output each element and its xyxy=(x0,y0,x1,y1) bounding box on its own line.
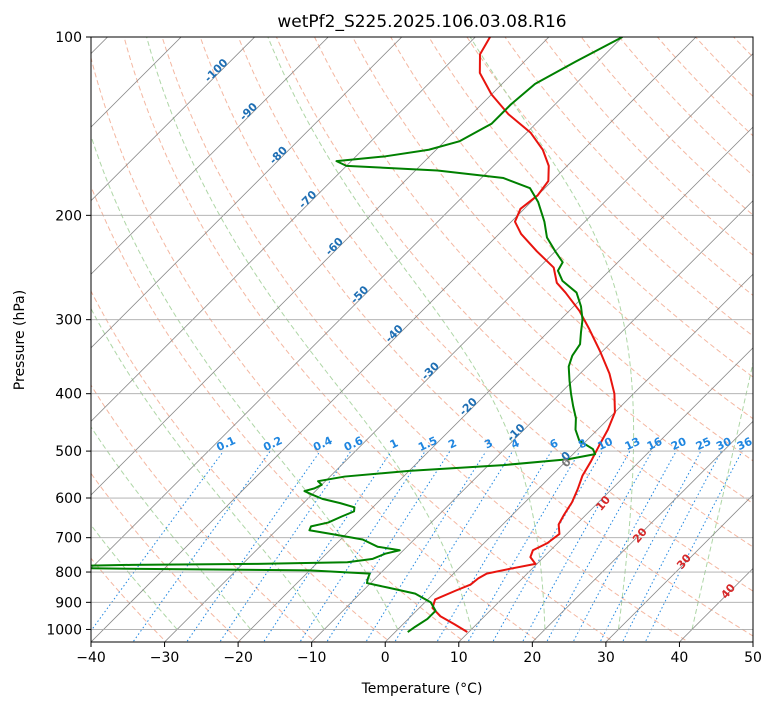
mixing-ratio-line xyxy=(572,450,677,642)
x-tick-label: −20 xyxy=(223,650,253,666)
isotherm-line xyxy=(91,37,697,642)
dry-adiabat-line xyxy=(91,55,540,642)
mixing-ratio-line xyxy=(132,450,271,642)
y-tick-label: 600 xyxy=(55,491,82,507)
moist-adiabat-line xyxy=(91,307,325,630)
x-tick-label: −30 xyxy=(150,650,180,666)
isotherm-line xyxy=(605,494,753,642)
x-tick-label: 20 xyxy=(523,650,541,666)
series-temperature-line xyxy=(431,37,616,633)
mixing-ratio-line xyxy=(599,450,702,642)
dry-adiabat-line xyxy=(237,37,753,592)
dry-adiabat-line xyxy=(428,37,753,378)
x-tick-label: 10 xyxy=(450,650,468,666)
moist-adiabat-line xyxy=(691,360,753,630)
mixing-ratio-line xyxy=(467,450,581,642)
mixing-ratio-line xyxy=(365,450,487,642)
isotherm-line xyxy=(91,37,624,570)
mixing-ratio-label: 30 xyxy=(714,435,734,453)
mixing-ratio-line xyxy=(621,450,722,642)
y-tick-label: 700 xyxy=(55,531,82,547)
moist-adiabat-line xyxy=(91,134,399,630)
y-tick-label: 100 xyxy=(55,30,82,46)
isobars xyxy=(91,37,753,630)
mixing-ratio-line xyxy=(262,450,392,642)
mixing-ratio-label: 36 xyxy=(735,435,755,453)
plot-area: -100-90-80-70-60-50-40-30-20-1000.1 0.2 0.… xyxy=(91,37,755,642)
isotherm-line xyxy=(91,37,476,422)
dry-adiabat-line xyxy=(91,384,317,642)
y-tick-label: 900 xyxy=(55,595,82,611)
mixing-ratio-line xyxy=(326,450,451,642)
dry-adiabat-line xyxy=(313,37,753,505)
dry-adiabat-line xyxy=(199,37,753,637)
plot-frame xyxy=(90,36,754,643)
isotherms xyxy=(91,37,753,642)
mixing-ratio-line xyxy=(299,450,426,642)
y-tick-label: 200 xyxy=(55,208,82,224)
mixing-ratio-lines xyxy=(91,450,743,642)
isotherm-line xyxy=(237,126,753,642)
y-tick-label: 400 xyxy=(55,387,82,403)
x-tick-label: 0 xyxy=(381,650,390,666)
chart-title: wetPf2_S225.2025.106.03.08.R16 xyxy=(277,12,566,32)
mixing-ratio-label: 25 xyxy=(694,435,713,453)
mixing-ratio-label: 20 xyxy=(669,435,689,453)
mixing-ratio-label: 13 xyxy=(623,435,642,453)
moist-adiabat-line xyxy=(469,37,635,630)
isotherm-line xyxy=(91,37,256,202)
isotherm-line xyxy=(458,347,753,642)
series-dewpoint-line xyxy=(91,37,623,633)
mixing-ratio-line xyxy=(186,450,321,642)
x-axis: −40 −30 −20 −10 0 10 20 30 40 50 xyxy=(76,642,762,666)
mixing-ratio-line xyxy=(219,450,352,642)
isotherm-line xyxy=(531,420,753,642)
x-tick-label: 30 xyxy=(597,650,615,666)
mixing-ratio-label: 10 xyxy=(596,435,616,453)
y-tick-label: 500 xyxy=(55,444,82,460)
y-axis: 100 200 300 400 500 600 700 800 900 1000 xyxy=(46,30,91,638)
mixing-ratio-line xyxy=(394,450,514,642)
isotherm-line xyxy=(311,200,753,642)
isotherm-line xyxy=(163,52,753,642)
isotherm-line xyxy=(91,37,182,128)
isotherm-line xyxy=(91,37,550,496)
x-tick-label: −10 xyxy=(297,650,327,666)
y-tick-label: 300 xyxy=(55,313,82,329)
x-tick-label: 50 xyxy=(744,650,762,666)
sounding-series xyxy=(91,37,623,633)
dry-adiabat-line xyxy=(275,37,753,548)
mixing-ratio-line xyxy=(91,450,224,632)
isotherm-line xyxy=(91,37,403,349)
mixing-ratio-label: 16 xyxy=(645,435,665,453)
moist-adiabat-line xyxy=(267,37,546,630)
y-tick-label: 800 xyxy=(55,565,82,581)
dry-adiabat-line xyxy=(352,37,753,462)
x-tick-label: −40 xyxy=(76,650,106,666)
y-tick-label: 1000 xyxy=(46,622,82,638)
isotherm-line xyxy=(91,37,329,275)
y-axis-label: Pressure (hPa) xyxy=(12,290,28,390)
isotherm-line xyxy=(384,273,753,642)
x-axis-label: Temperature (°C) xyxy=(361,681,483,697)
x-tick-label: 40 xyxy=(671,650,689,666)
